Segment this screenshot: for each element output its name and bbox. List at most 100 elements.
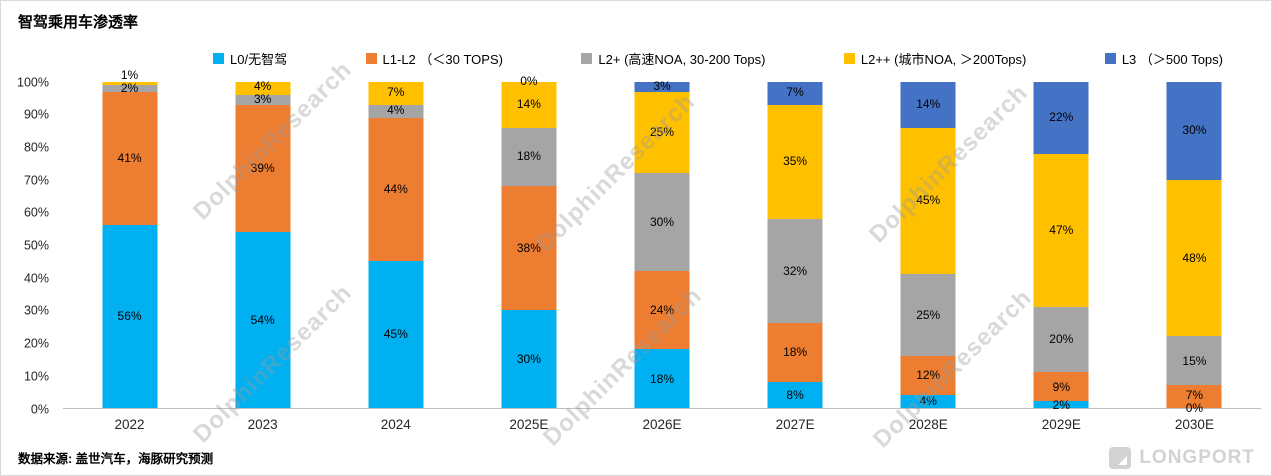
legend-swatch: [1104, 53, 1116, 64]
stacked-bar: 54% 39% 3% 4%: [235, 79, 291, 408]
x-axis-label: 2023: [247, 417, 278, 432]
bar-segment: [368, 104, 424, 118]
y-axis-tick-label: 90%: [23, 107, 49, 122]
legend-item-3: L2++ (城市NOA, ＞200Tops): [843, 49, 1027, 68]
y-axis-tick-label: 50%: [23, 238, 49, 253]
bar-segment: [767, 104, 823, 219]
segment-data-label: 3%: [253, 92, 272, 106]
bar-segment: [900, 355, 956, 395]
y-axis-tick-label: 100%: [17, 74, 49, 89]
segment-data-label: 18%: [516, 149, 541, 164]
segment-data-label: 44%: [383, 181, 408, 196]
bar-segment: [634, 349, 690, 408]
stacked-bar: 2% 9% 20% 47% 22%: [1033, 82, 1089, 412]
bar-column-2023: 54% 39% 3% 4%: [196, 79, 329, 408]
bar-column-2024: 45% 44% 4% 7%: [329, 82, 462, 408]
bar-column-2026E: 18% 24% 30% 25% 3%: [595, 78, 728, 408]
bar-segment: [102, 82, 158, 86]
legend-item-2: L2+ (高速NOA, 30-200 Tops): [581, 49, 765, 68]
segment-data-label: 39%: [250, 160, 275, 175]
segment-data-label: 7%: [387, 85, 405, 100]
legend-swatch: [581, 53, 593, 64]
y-axis-tick-label: 60%: [23, 205, 49, 220]
y-axis-tick-label: 0%: [30, 401, 49, 416]
bar-segment: [235, 231, 291, 408]
segment-data-label: 4%: [919, 394, 937, 409]
segment-data-label: 56%: [117, 309, 142, 324]
bar-segment: [634, 91, 690, 174]
segment-data-label: 30%: [516, 351, 541, 366]
stacked-bar: 0% 7% 15% 48% 30%: [1166, 82, 1222, 415]
bar-segment: [1166, 336, 1222, 386]
bar-segment: [1033, 82, 1089, 154]
y-axis-tick-label: 40%: [23, 270, 49, 285]
bar-segment: [235, 104, 291, 232]
segment-data-label: 30%: [649, 214, 674, 229]
stacked-bar: 30% 38% 18% 14% 0%: [501, 74, 557, 408]
y-axis: 0% 10% 20% 30% 40% 50% 60% 70% 80% 90% 100%: [1, 76, 57, 415]
legend-label: L3 （＞500 Tops): [1121, 52, 1223, 67]
segment-data-label: 14%: [516, 96, 541, 111]
stacked-bar: 8% 18% 32% 35% 7%: [767, 82, 823, 408]
legend-item-4: L3 （＞500 Tops): [1104, 49, 1223, 68]
bar-segment: [368, 261, 424, 408]
legend-swatch: [843, 53, 855, 64]
segment-data-label: 38%: [516, 240, 541, 255]
segment-data-label: 18%: [783, 345, 808, 360]
bar-segment: [501, 82, 557, 128]
bar-column-2027E: 8% 18% 32% 35% 7%: [729, 82, 862, 408]
segment-data-label: 4%: [387, 103, 405, 118]
bar-segment: [501, 127, 557, 187]
stacked-bar: 4% 12% 25% 45% 14%: [900, 82, 956, 408]
segment-data-label: 22%: [1049, 109, 1074, 124]
bar-segment: [900, 127, 956, 275]
segment-data-label: 48%: [1182, 250, 1207, 265]
bar-segment: [767, 82, 823, 105]
bar-segment: [368, 117, 424, 262]
bar-column-2022: 56% 41% 2% 1%: [63, 68, 196, 408]
segment-data-label: 8%: [786, 387, 804, 402]
legend-label: L2+ (高速NOA, 30-200 Tops): [598, 52, 766, 67]
bar-segment: [900, 394, 956, 408]
bar-segment: [1166, 179, 1222, 337]
segment-data-label: 18%: [649, 371, 674, 386]
bar-segment: [235, 82, 291, 96]
bar-column-2029E: 2% 9% 20% 47% 22%: [995, 82, 1128, 412]
bar-segment: [1033, 401, 1089, 408]
segment-data-label: 25%: [649, 124, 674, 139]
bar-segment: [634, 271, 690, 350]
bar-segment: [767, 381, 823, 408]
bar-segment: [501, 186, 557, 311]
bar-segment: [634, 82, 690, 92]
stacked-bar: 45% 44% 4% 7%: [368, 82, 424, 408]
bar-segment: [235, 95, 291, 105]
segment-data-label: 2%: [1052, 397, 1070, 412]
segment-data-label: 9%: [1052, 379, 1070, 394]
legend-label: L0/无智驾: [230, 52, 288, 67]
legend-label: L2++ (城市NOA, ＞200Tops): [860, 52, 1027, 67]
longport-logo-icon: [1109, 447, 1132, 469]
segment-data-label: 24%: [649, 302, 674, 317]
bar-segment: [501, 310, 557, 408]
y-axis-tick-label: 70%: [23, 172, 49, 187]
bar-column-2030E: 0% 7% 15% 48% 30%: [1128, 82, 1261, 415]
x-axis: 2022 2023 2024 2025E 2026E 2027E 2028E 2029E 203…: [63, 417, 1261, 432]
bar-segment: [900, 274, 956, 356]
segment-data-label: 0%: [1185, 401, 1204, 415]
segment-data-label: 3%: [653, 78, 671, 93]
segment-data-label: 14%: [916, 96, 941, 111]
source-note: 数据来源: 盖世汽车，海豚研究预测: [18, 452, 214, 466]
segment-data-label: 41%: [117, 150, 142, 165]
segment-data-label: 15%: [1182, 353, 1207, 368]
segment-data-label: 2%: [120, 80, 139, 95]
stacked-bar: 56% 41% 2% 1%: [102, 68, 158, 408]
legend-item-0: L0/无智驾: [213, 49, 287, 68]
bar-segment: [767, 218, 823, 324]
segment-data-label: 7%: [1185, 388, 1204, 402]
segment-data-label: 20%: [1049, 332, 1074, 347]
bar-segment: [102, 91, 158, 226]
legend-label: L1-L2 （＜30 TOPS): [382, 52, 503, 67]
bar-segment: [368, 82, 424, 105]
bar-segment: [634, 173, 690, 272]
